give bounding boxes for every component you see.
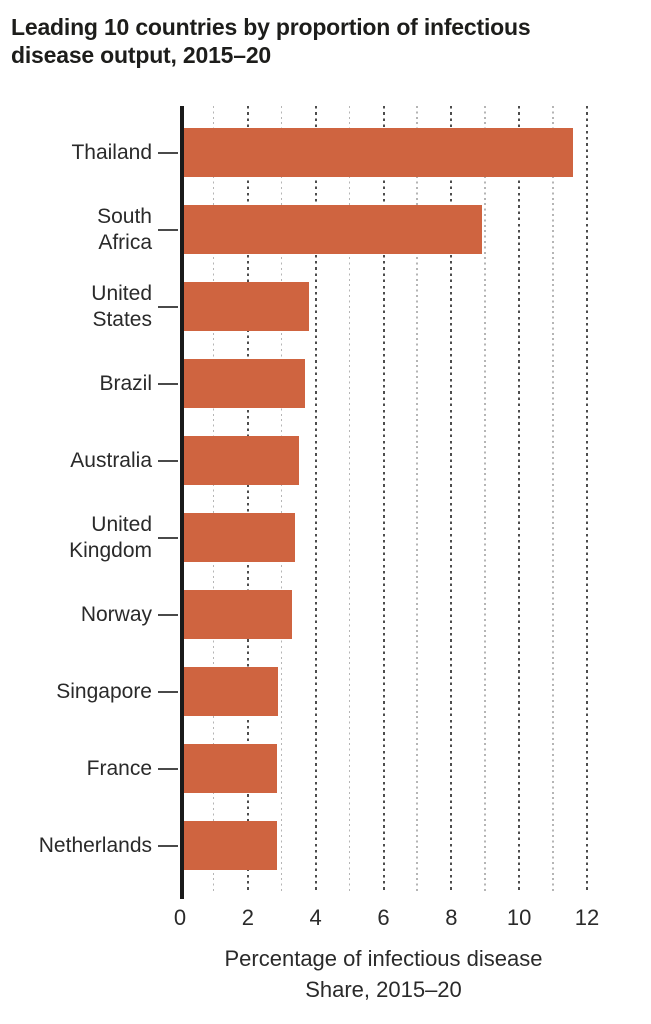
category-label-row: United States [0,268,180,345]
gridline-major [382,106,385,891]
x-tick-label: 4 [309,905,322,930]
x-tick-label: 6 [377,905,390,930]
gridline-minor [348,106,351,891]
category-label-row: Netherlands [0,807,180,884]
x-tick-label: 2 [241,905,254,930]
category-label-row: Brazil [0,345,180,422]
gridline-minor [484,106,486,891]
chart-title: Leading 10 countries by proportion of in… [11,14,531,68]
category-label-row: South Africa [0,191,180,268]
y-axis-tick-mark [158,690,178,693]
x-axis-title: Percentage of infectious disease Share, … [180,943,587,1005]
category-label-row: France [0,730,180,807]
x-tick-label: 12 [574,905,600,930]
x-tick-label: 10 [506,905,532,930]
gridline-major [586,106,588,891]
bar [180,667,279,716]
category-label-row: United Kingdom [0,499,180,576]
bar-row [180,114,587,191]
gridline-minor [212,106,215,891]
bar-row [180,268,587,345]
gridline-minor [280,106,283,891]
gridline-minor [416,106,418,891]
x-tick-label: 0 [173,905,187,930]
x-tick-label: 8 [445,905,458,930]
bar [180,821,277,870]
bar-row [180,345,587,422]
bar [180,436,299,485]
gridline-major [246,106,249,891]
bar-row [180,730,587,807]
x-axis-title-line2: Share, 2015–20 [305,977,462,1002]
bar [180,282,309,331]
y-axis-labels: Thailand South Africa United States Brazil A… [0,106,180,891]
category-label-row: Australia [0,422,180,499]
bar [180,359,306,408]
y-axis-tick-mark [158,151,178,154]
y-axis-tick-mark [158,305,178,308]
y-axis-line [180,106,184,899]
gridline-major [314,106,317,891]
y-axis-tick-mark [158,767,178,770]
bar-row [180,191,587,268]
category-label: United States [91,281,152,331]
y-axis-tick-mark [158,536,178,539]
y-axis-tick-mark [158,459,178,462]
y-axis-tick-mark [158,844,178,847]
gridline-major [518,106,521,891]
gridline-minor [552,106,554,891]
gridline-major [450,106,453,891]
y-axis-tick-mark [158,613,178,616]
category-label: Norway [80,602,152,626]
bar [180,205,482,254]
x-axis-title-line1: Percentage of infectious disease [224,946,543,971]
y-axis-tick-mark [158,228,178,231]
category-label-row: Thailand [0,114,180,191]
plot-area [180,106,588,899]
y-axis-tick-mark [158,382,178,385]
category-label: Singapore [56,679,152,703]
bar-row [180,499,587,576]
category-label: South Africa [97,204,152,254]
bar [180,590,292,639]
category-label: Brazil [99,371,152,395]
bar-row [180,807,587,884]
bar-chart: Thailand South Africa United States Brazil A… [0,106,651,899]
x-axis-ticks: 0 2 4 6 8 10 12 [174,905,599,937]
bar [180,513,296,562]
bar-row [180,653,587,730]
category-label-row: Singapore [0,653,180,730]
bar-row [180,576,587,653]
category-label-row: Norway [0,576,180,653]
category-label: Australia [70,448,152,472]
bar-row [180,422,587,499]
category-label: United Kingdom [69,512,152,562]
bar [180,744,277,793]
category-label: Thailand [71,140,152,164]
category-label: France [86,756,152,780]
category-label: Netherlands [38,833,152,857]
bar [180,128,574,177]
